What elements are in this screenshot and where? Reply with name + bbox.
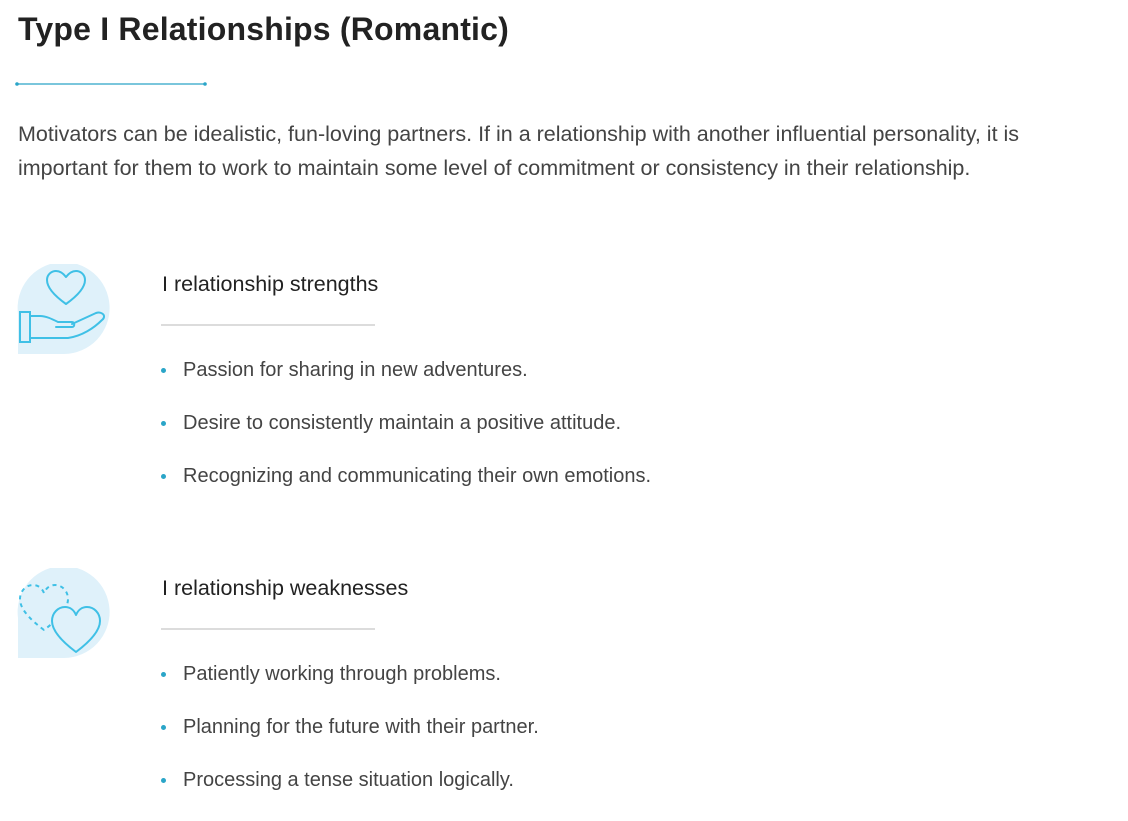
list-item-text: Processing a tense situation logically. xyxy=(183,769,514,791)
weaknesses-heading-rule xyxy=(161,628,375,630)
title-underline xyxy=(15,82,207,86)
strengths-heading-rule xyxy=(161,324,375,326)
bullet-dot xyxy=(161,474,166,479)
strengths-section: I relationship strengths Passion for sha… xyxy=(0,264,1128,504)
list-item-text: Passion for sharing in new adventures. xyxy=(183,359,528,381)
list-item-text: Planning for the future with their partn… xyxy=(183,716,539,738)
weaknesses-section: I relationship weaknesses Patiently work… xyxy=(0,568,1128,808)
list-item-text: Recognizing and communicating their own … xyxy=(183,465,652,487)
two-hearts-icon xyxy=(17,568,110,658)
bullet-dot xyxy=(161,421,166,426)
page-title: Type I Relationships (Romantic) xyxy=(18,11,509,47)
bullet-dot xyxy=(161,778,166,783)
heart-in-hand-icon xyxy=(17,264,110,354)
bullet-dot xyxy=(161,368,166,373)
list-item-text: Patiently working through problems. xyxy=(183,663,501,685)
strengths-heading: I relationship strengths xyxy=(162,272,379,296)
intro-paragraph: Motivators can be idealistic, fun-loving… xyxy=(18,122,1020,180)
list-item-text: Desire to consistently maintain a positi… xyxy=(183,412,621,434)
bullet-dot xyxy=(161,672,166,677)
weaknesses-heading: I relationship weaknesses xyxy=(162,576,409,600)
bullet-dot xyxy=(161,725,166,730)
